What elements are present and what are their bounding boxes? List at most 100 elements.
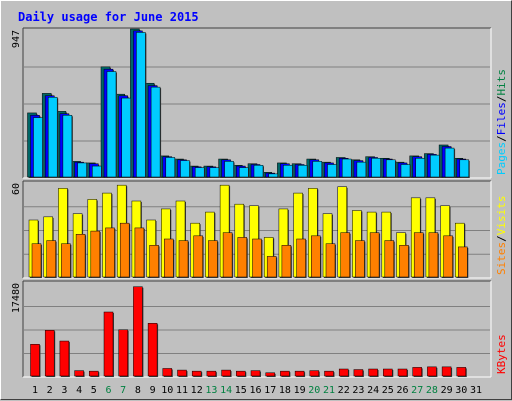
bar-kbytes-day-15 [236, 370, 246, 377]
x-tick-label: 19 [294, 385, 306, 396]
legend-entry: Sites [495, 242, 508, 275]
bar-kbytes-day-4 [74, 370, 84, 377]
x-tick-label: 10 [161, 385, 173, 396]
bar-kbytes-day-28 [427, 366, 437, 377]
bar-sites-day-4 [75, 234, 86, 278]
bar-kbytes-day-2 [44, 330, 55, 377]
bar-pages-day-27 [415, 157, 425, 178]
bar-kbytes-day-27 [412, 367, 422, 377]
x-tick-label: 16 [249, 385, 261, 396]
bar-kbytes-day-7 [118, 329, 128, 377]
bar-pages-day-13 [209, 167, 220, 178]
x-tick-label: 7 [120, 385, 126, 396]
bar-kbytes-day-12 [191, 370, 202, 377]
x-tick-label: 5 [91, 385, 97, 396]
bar-kbytes-day-8 [133, 286, 143, 377]
bar-sites-day-7 [119, 222, 130, 278]
bar-kbytes-day-26 [397, 368, 408, 377]
bar-sites-day-29 [443, 235, 453, 278]
bar-kbytes-day-29 [441, 366, 452, 377]
bar-pages-day-7 [121, 97, 131, 178]
bar-pages-day-9 [150, 86, 161, 178]
bar-pages-day-18 [283, 165, 293, 178]
x-tick-label: 1 [32, 385, 38, 396]
legend-entry: / [495, 135, 508, 142]
bar-sites-day-27 [413, 232, 424, 278]
x-tick-label: 30 [455, 385, 467, 396]
bar-sites-day-17 [266, 256, 277, 278]
bar-sites-day-8 [134, 227, 145, 278]
bar-sites-day-2 [46, 240, 56, 278]
x-tick-label: 4 [76, 385, 82, 396]
bar-pages-day-19 [297, 165, 308, 178]
x-tick-label: 11 [176, 385, 188, 396]
panel-legend: Sites/Visits [495, 196, 508, 276]
x-tick-label: 28 [426, 385, 438, 396]
bar-sites-day-6 [105, 227, 115, 278]
bar-pages-day-21 [327, 164, 337, 178]
panel-max-label: 947 [11, 30, 22, 48]
bar-sites-day-16 [252, 238, 262, 278]
x-tick-label: 29 [441, 385, 453, 396]
x-tick-label: 8 [135, 385, 141, 396]
bar-sites-day-3 [61, 243, 71, 278]
bar-pages-day-14 [224, 161, 234, 178]
bar-pages-day-5 [92, 165, 102, 178]
bar-kbytes-day-11 [177, 369, 187, 377]
bar-kbytes-day-16 [250, 370, 261, 377]
x-tick-label: 17 [264, 385, 276, 396]
bar-pages-day-16 [253, 165, 264, 178]
bar-kbytes-day-10 [162, 368, 173, 377]
bar-pages-day-22 [341, 158, 352, 178]
bar-kbytes-day-20 [309, 370, 320, 377]
bar-kbytes-day-18 [280, 370, 290, 377]
x-tick-label: 21 [323, 385, 335, 396]
bar-sites-day-19 [296, 238, 306, 278]
bar-kbytes-day-24 [368, 368, 378, 377]
bar-kbytes-day-30 [456, 367, 467, 377]
x-tick-label: 25 [382, 385, 394, 396]
bar-kbytes-day-9 [147, 323, 158, 377]
bar-pages-day-12 [194, 167, 205, 178]
bar-kbytes-day-5 [89, 370, 99, 377]
bar-kbytes-day-13 [206, 370, 217, 377]
bar-sites-day-21 [325, 243, 336, 278]
bar-pages-day-17 [268, 173, 278, 178]
bar-sites-day-25 [384, 240, 395, 278]
bar-sites-day-22 [340, 232, 350, 278]
bar-sites-day-10 [164, 238, 174, 278]
x-tick-label: 14 [220, 385, 232, 396]
bar-sites-day-23 [355, 240, 365, 278]
bar-kbytes-day-23 [353, 369, 364, 377]
legend-entry: Hits [495, 69, 508, 96]
bar-pages-day-8 [136, 32, 146, 178]
bar-sites-day-26 [399, 245, 409, 278]
x-tick-label: 26 [396, 385, 408, 396]
bar-kbytes-day-19 [294, 370, 305, 377]
x-tick-label: 23 [352, 385, 364, 396]
bar-kbytes-day-25 [383, 368, 393, 377]
legend-entry: / [495, 235, 508, 242]
bar-sites-day-20 [311, 235, 321, 278]
panel-legend: Pages/Files/Hits [495, 69, 508, 175]
x-tick-label: 18 [279, 385, 291, 396]
bar-pages-day-28 [430, 154, 440, 178]
bar-kbytes-day-17 [265, 372, 275, 377]
bar-pages-day-10 [165, 157, 176, 178]
bar-pages-day-24 [371, 157, 381, 178]
x-tick-label: 20 [308, 385, 320, 396]
bar-kbytes-day-3 [59, 340, 70, 377]
bar-pages-day-3 [62, 115, 73, 178]
x-tick-label: 27 [411, 385, 423, 396]
bar-sites-day-30 [458, 246, 468, 278]
bar-pages-day-30 [459, 159, 470, 178]
x-tick-label: 24 [367, 385, 379, 396]
bar-sites-day-13 [208, 240, 218, 278]
bar-sites-day-11 [178, 240, 189, 278]
bar-sites-day-14 [222, 232, 233, 278]
bar-kbytes-day-21 [324, 370, 334, 377]
legend-entry: / [495, 96, 508, 103]
bar-pages-day-11 [180, 160, 190, 178]
